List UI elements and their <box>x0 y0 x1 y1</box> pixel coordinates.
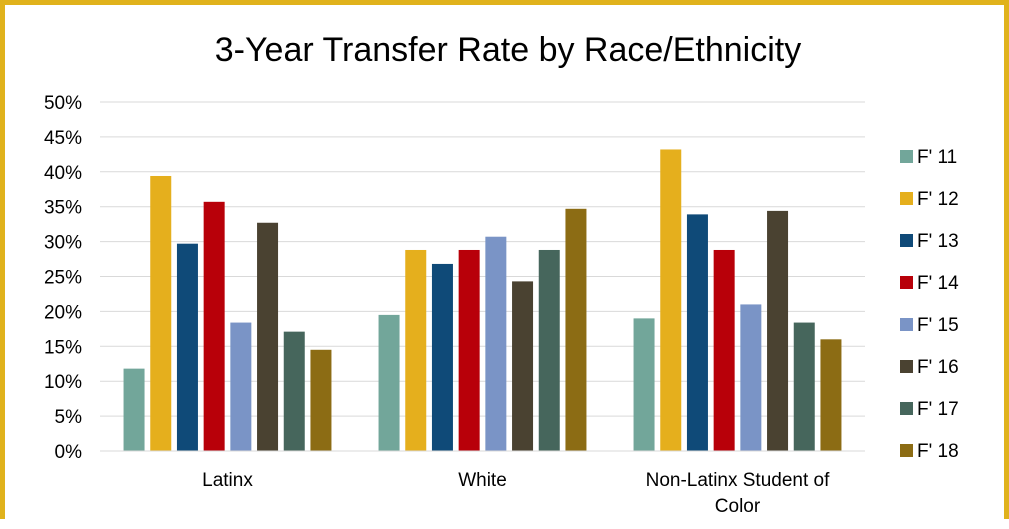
legend-swatch <box>900 318 913 331</box>
legend-label: F' 18 <box>917 441 959 462</box>
legend-item: F' 11 <box>900 147 957 168</box>
bar <box>230 322 252 451</box>
legend-label: F' 15 <box>917 315 959 336</box>
y-tick-label: 20% <box>44 302 82 323</box>
bar <box>123 368 145 451</box>
x-category-label: White <box>458 470 507 491</box>
legend-swatch <box>900 402 913 415</box>
bar <box>458 249 480 451</box>
legend-item: F' 12 <box>900 189 959 210</box>
legend-label: F' 12 <box>917 189 959 210</box>
legend-swatch <box>900 150 913 163</box>
bar-chart: 3-Year Transfer Rate by Race/Ethnicity 0… <box>44 31 959 517</box>
legend-item: F' 15 <box>900 315 959 336</box>
gridlines <box>100 101 865 417</box>
legend-swatch <box>900 234 913 247</box>
x-axis-categories: Latinx White Non-Latinx Student of Color <box>202 470 830 517</box>
x-category-label: Non-Latinx Student of Color <box>646 470 831 517</box>
legend-label: F' 11 <box>917 147 957 168</box>
bar <box>740 304 762 451</box>
y-tick-label: 10% <box>44 372 82 393</box>
bar <box>538 249 560 451</box>
bar <box>512 281 534 451</box>
legend-swatch <box>900 192 913 205</box>
legend-item: F' 13 <box>900 231 959 252</box>
y-tick-label: 5% <box>55 407 83 428</box>
y-tick-label: 50% <box>44 93 82 114</box>
legend-item: F' 17 <box>900 399 959 420</box>
y-tick-label: 30% <box>44 233 82 254</box>
legend-item: F' 18 <box>900 441 959 462</box>
bar <box>660 149 682 452</box>
bar <box>793 322 815 451</box>
bars <box>123 149 842 452</box>
legend-swatch <box>900 360 913 373</box>
bar <box>150 175 172 451</box>
y-tick-label: 35% <box>44 198 82 219</box>
legend-label: F' 17 <box>917 399 959 420</box>
bar <box>257 222 279 451</box>
bar <box>203 201 225 451</box>
bar <box>310 349 332 451</box>
y-tick-label: 15% <box>44 337 82 358</box>
legend-label: F' 16 <box>917 357 959 378</box>
bar <box>431 263 453 451</box>
bar <box>686 214 708 451</box>
x-category-label: Latinx <box>202 470 253 491</box>
legend-swatch <box>900 444 913 457</box>
bar <box>633 318 655 451</box>
bar <box>378 314 400 451</box>
legend-label: F' 13 <box>917 231 959 252</box>
y-axis-ticks: 0% 5% 10% 15% 20% 25% 30% 35% 40% 45% 50% <box>44 93 82 463</box>
bar <box>565 208 587 451</box>
chart-title: 3-Year Transfer Rate by Race/Ethnicity <box>215 31 801 69</box>
bar <box>176 243 198 451</box>
legend-swatch <box>900 276 913 289</box>
bar <box>283 331 305 451</box>
bar <box>713 249 735 451</box>
y-tick-label: 45% <box>44 128 82 149</box>
bar <box>405 249 427 451</box>
legend-item: F' 16 <box>900 357 959 378</box>
legend: F' 11 F' 12 F' 13 F' 14 F' 15 F' 16 F' 17 F' 18 <box>900 147 959 462</box>
y-tick-label: 40% <box>44 163 82 184</box>
y-tick-label: 25% <box>44 268 82 289</box>
bar <box>485 236 507 451</box>
legend-item: F' 14 <box>900 273 959 294</box>
bar <box>820 339 842 451</box>
y-tick-label: 0% <box>55 442 83 463</box>
bar <box>767 210 789 451</box>
legend-label: F' 14 <box>917 273 959 294</box>
